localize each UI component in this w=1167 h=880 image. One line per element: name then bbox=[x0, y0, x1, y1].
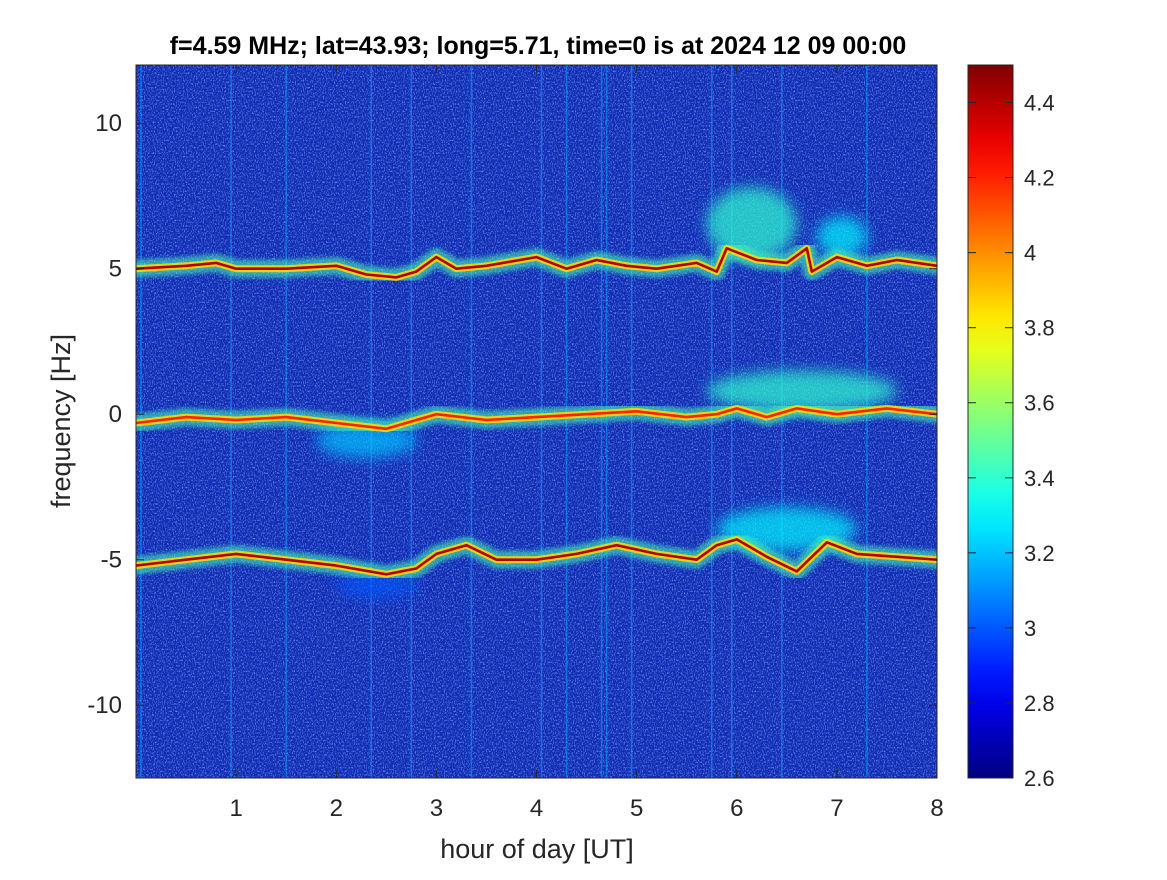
y-tick-label: 5 bbox=[109, 256, 122, 283]
x-tick-label: 8 bbox=[930, 795, 943, 822]
x-tick-label: 5 bbox=[630, 795, 643, 822]
x-tick-label: 4 bbox=[530, 795, 543, 822]
colorbar: 2.6 2.8 3 3.2 3.4 3.6 3.8 4 4.2 4.4 bbox=[967, 64, 1055, 791]
colorbar-tick-label: 3.8 bbox=[1024, 316, 1055, 341]
colorbar-tick-label: 2.6 bbox=[1024, 766, 1055, 791]
x-axis-label: hour of day [UT] bbox=[440, 834, 634, 864]
y-axis-label: frequency [Hz] bbox=[46, 334, 76, 508]
diffuse-region bbox=[706, 370, 897, 412]
doppler-traces bbox=[136, 239, 937, 584]
x-tick-label: 3 bbox=[430, 795, 443, 822]
colorbar-tick-label: 4.4 bbox=[1024, 91, 1055, 116]
colorbar-frame bbox=[967, 64, 1014, 779]
x-tick-label: 2 bbox=[330, 795, 343, 822]
x-axis: 1 2 3 4 5 6 7 8 bbox=[229, 65, 944, 822]
diffuse-region bbox=[816, 216, 867, 258]
colorbar-tick-label: 2.8 bbox=[1024, 691, 1055, 716]
colorbar-tick-label: 3.4 bbox=[1024, 466, 1055, 491]
colorbar-tick-label: 3.2 bbox=[1024, 541, 1055, 566]
y-tick-label: 10 bbox=[95, 110, 122, 137]
chart-title: f=4.59 MHz; lat=43.93; long=5.71, time=0… bbox=[170, 32, 907, 60]
colorbar-gradient bbox=[968, 65, 1013, 778]
trace-line bbox=[136, 538, 937, 576]
x-tick-label: 6 bbox=[730, 795, 743, 822]
plot-area bbox=[135, 64, 938, 779]
colorbar-tick-label: 4 bbox=[1024, 241, 1036, 266]
trace-line bbox=[136, 247, 937, 279]
colorbar-tick-label: 3.6 bbox=[1024, 391, 1055, 416]
y-tick-label: -5 bbox=[101, 547, 122, 574]
x-tick-label: 1 bbox=[229, 795, 242, 822]
colorbar-tick-label: 3 bbox=[1024, 616, 1036, 641]
y-axis: -10 -5 0 5 10 bbox=[87, 110, 937, 719]
colorbar-ticks: 2.6 2.8 3 3.2 3.4 3.6 3.8 4 4.2 4.4 bbox=[968, 91, 1055, 791]
x-tick-label: 7 bbox=[830, 795, 843, 822]
y-tick-label: 0 bbox=[109, 401, 122, 428]
colorbar-tick-label: 4.2 bbox=[1024, 166, 1055, 191]
y-tick-label: -10 bbox=[87, 692, 122, 719]
trace-line bbox=[136, 407, 937, 431]
